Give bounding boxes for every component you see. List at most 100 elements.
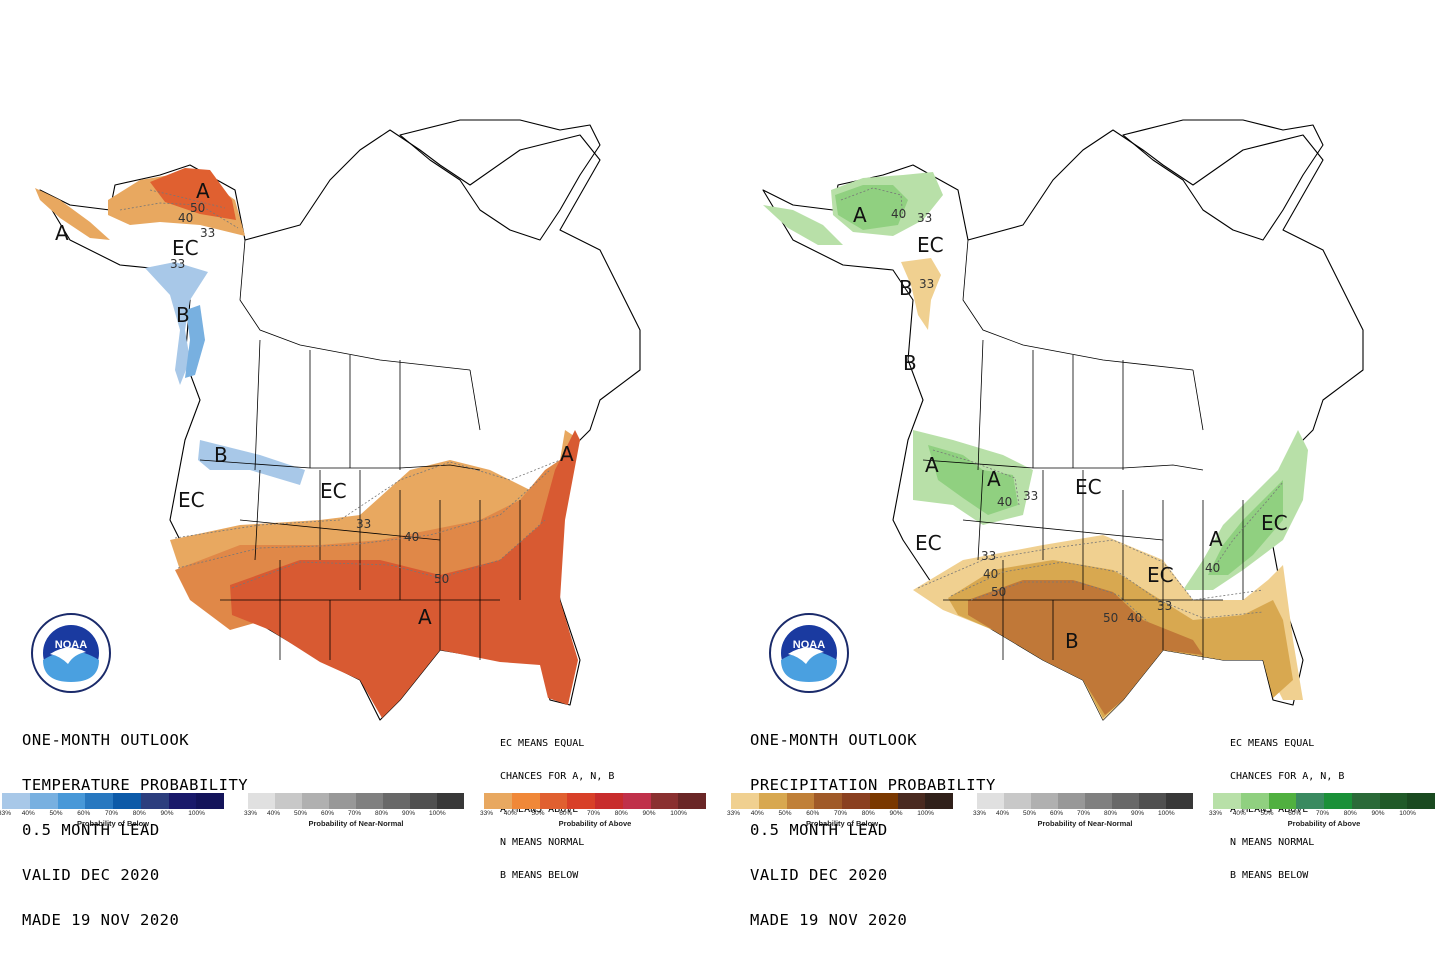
precipitation-outlook-panel: A EC B B A A EC EC EC A EC B 40 33 33 40… — [723, 0, 1446, 928]
colorbar-swatches — [1213, 793, 1435, 809]
legend-line: A MEANS ABOVE — [1230, 804, 1309, 815]
title-line: VALID DEC 2020 — [750, 866, 888, 884]
contour-label: 40 — [404, 530, 419, 544]
region-label-above-pacific-nw: A — [925, 453, 939, 477]
colorbar-swatch — [302, 793, 329, 809]
colorbar-swatch — [248, 793, 275, 809]
contour-label: 40 — [997, 495, 1012, 509]
region-label-below-nw: B — [214, 443, 228, 467]
colorbar-tick-label: 90% — [160, 810, 174, 817]
colorbar-tick-label: 60% — [1288, 810, 1302, 817]
legend-line: N MEANS NORMAL — [500, 837, 585, 848]
colorbar-tick-label: 60% — [77, 810, 91, 817]
colorbar-tick-label: 100% — [1158, 810, 1175, 817]
colorbar-swatch — [437, 793, 464, 809]
legend-line: CHANCES FOR A, N, B — [1230, 771, 1345, 782]
contour-33-conus — [174, 459, 561, 539]
colorbar-tick-label: 60% — [1050, 810, 1064, 817]
colorbar-swatch — [113, 793, 141, 809]
colorbar-caption: Probability of Near-Normal — [1037, 819, 1133, 828]
colorbar-ticks: 33% 40% 50% 60% 70% 80% 90% 100% — [244, 809, 464, 819]
colorbar-swatch — [196, 793, 224, 809]
contour-label: 33 — [1157, 599, 1172, 613]
colorbar-tick-label: 100% — [188, 810, 205, 817]
region-label-above-northern-rockies: A — [987, 467, 1001, 491]
colorbar-swatch — [786, 793, 815, 809]
colorbar-swatches — [2, 793, 224, 809]
colorbar-swatches — [731, 793, 953, 809]
colorbar-swatch — [1139, 793, 1166, 809]
temperature-outlook-map: A EC B B EC EC A A A 50 40 33 33 33 40 5… — [35, 119, 641, 721]
contour-label: 40 — [1127, 611, 1142, 625]
region-label-above-alaska: A — [853, 203, 867, 227]
colorbar-tick-label: 80% — [132, 810, 146, 817]
below-40-region-pacific-nw-canada — [185, 305, 205, 378]
province-lines — [254, 339, 481, 471]
contour-label: 33 — [170, 257, 185, 271]
map-title-block: ONE-MONTH OUTLOOK PRECIPITATION PROBABIL… — [750, 703, 996, 958]
svg-text:NOAA: NOAA — [55, 639, 87, 651]
colorbar-tick-label: 33% — [727, 810, 741, 817]
colorbar-swatch — [1379, 793, 1408, 809]
colorbar-tick-label: 50% — [294, 810, 308, 817]
colorbar-tick-label: 70% — [348, 810, 362, 817]
state-lines — [943, 469, 1244, 660]
colorbar-tick-label: 50% — [49, 810, 63, 817]
colorbar-swatch — [595, 793, 623, 809]
region-label-above-northeast: A — [560, 442, 574, 466]
colorbar-swatch — [925, 793, 953, 809]
contour-40-south — [950, 561, 1264, 619]
colorbar-tick-label: 50% — [778, 810, 792, 817]
legend-line: A MEANS ABOVE — [500, 804, 579, 815]
above-33-region-aleutians — [35, 188, 110, 240]
colorbar-tick-label: 33% — [480, 810, 494, 817]
contour-33-south — [917, 539, 1264, 601]
colorbar-tick-label: 33% — [244, 810, 258, 817]
contour-label: 50 — [434, 572, 449, 586]
colorbar-tick-label: 90% — [1131, 810, 1145, 817]
colorbar-tick-label: 100% — [1399, 810, 1416, 817]
colorbar-tick-label: 40% — [1232, 810, 1246, 817]
title-line: PRECIPITATION PROBABILITY — [750, 776, 996, 794]
colorbar-swatch — [1351, 793, 1380, 809]
colorbar-swatch — [275, 793, 302, 809]
colorbar-above: 33% 40% 50% 60% 70% 80% 90% 100% Probability of … — [1209, 793, 1435, 828]
contour-50-conus — [231, 519, 546, 589]
region-label-ec-plains: EC — [320, 479, 347, 503]
ec-legend-text: EC MEANS EQUAL CHANCES FOR A, N, B A MEA… — [500, 716, 614, 903]
above-50-region-alaska — [150, 168, 236, 220]
alaska-canada-border — [239, 239, 471, 371]
legend-line: B MEANS BELOW — [500, 870, 579, 881]
colorbar-tick-label: 60% — [559, 810, 573, 817]
colorbar-swatch — [678, 793, 706, 809]
colorbar-swatches — [484, 793, 706, 809]
below-33-region-pacific-nw-canada — [145, 262, 208, 385]
colorbar-swatch — [842, 793, 870, 809]
legend-line: B MEANS BELOW — [1230, 870, 1309, 881]
colorbar-swatch — [1324, 793, 1352, 809]
contour-50-south — [970, 581, 1149, 623]
colorbar-tick-label: 70% — [834, 810, 848, 817]
colorbar-swatch — [511, 793, 540, 809]
colorbar-tick-label: 60% — [321, 810, 335, 817]
alaska-canada-border — [962, 239, 1194, 371]
colorbar-tick-label: 90% — [1371, 810, 1385, 817]
colorbar-caption: Probability of Above — [558, 819, 632, 828]
legend-line: EC MEANS EQUAL — [1230, 738, 1315, 749]
above-40-region-ohio-valley — [1208, 480, 1283, 575]
title-line: TEMPERATURE PROBABILITY — [22, 776, 249, 794]
region-label-ec-midsouth: EC — [1147, 563, 1174, 587]
greenland-outline — [399, 119, 601, 241]
contour-label: 33 — [919, 277, 934, 291]
contour-label: 33 — [200, 226, 215, 240]
legend-line: EC MEANS EQUAL — [500, 738, 585, 749]
ec-legend-text: EC MEANS EQUAL CHANCES FOR A, N, B A MEA… — [1230, 716, 1344, 903]
colorbar-tick-label: 50% — [1260, 810, 1274, 817]
colorbar-ticks: 33% 40% 50% 60% 70% 80% 90% 100% — [0, 809, 224, 819]
region-label-below-bc: B — [176, 303, 190, 327]
colorbar-tick-label: 70% — [1316, 810, 1330, 817]
colorbar-caption: Probability of Below — [805, 819, 879, 828]
colorbar-tick-label: 60% — [806, 810, 820, 817]
legend-line: N MEANS NORMAL — [1230, 837, 1315, 848]
contour-40-alaska — [840, 187, 904, 221]
